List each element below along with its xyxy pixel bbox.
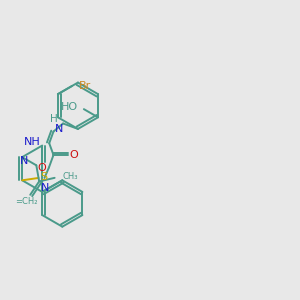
Text: CH₃: CH₃ [63,172,78,181]
Text: O: O [69,150,78,160]
Text: Br: Br [79,81,92,91]
Text: =CH₂: =CH₂ [15,197,38,206]
Text: O: O [38,164,46,173]
Text: H: H [50,114,57,124]
Text: HO: HO [61,102,78,112]
Text: S: S [40,172,47,182]
Text: NH: NH [24,137,41,147]
Text: N: N [40,183,49,193]
Text: N: N [20,156,29,166]
Text: N: N [55,124,63,134]
